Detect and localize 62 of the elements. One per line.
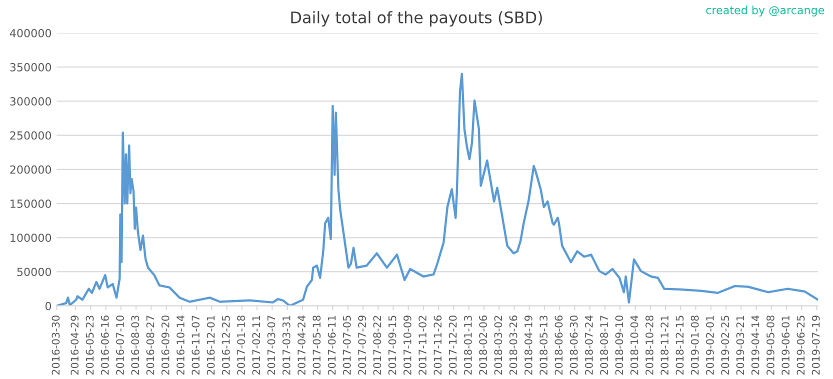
x-tick-label: 2016-08-03: [131, 316, 140, 375]
x-tick-label: 2017-11-26: [434, 316, 442, 375]
x-tick-label: 2017-09-15: [388, 316, 396, 375]
x-tick-label: 2017-07-29: [358, 316, 366, 375]
x-tick-label: 2019-02-25: [721, 316, 730, 375]
x-tick-label: 2018-10-04: [630, 315, 638, 375]
x-tick-label: 2017-07-05: [342, 316, 351, 375]
x-tick-label: 2018-01-13: [464, 316, 472, 375]
x-tick-label: 2017-04-24: [298, 315, 306, 375]
chart-title: Daily total of the payouts (SBD): [291, 11, 542, 27]
x-tick-label: 2016-07-10: [116, 316, 124, 375]
y-tick-label: 150000: [10, 200, 52, 208]
x-tick-label: 2019-06-25: [796, 316, 805, 375]
x-tick-label: 2016-09-20: [161, 316, 170, 375]
x-tick-label: 2019-06-01: [782, 316, 790, 375]
x-tick-label: 2017-08-22: [373, 316, 382, 375]
x-tick-label: 2016-12-25: [222, 316, 230, 375]
x-tick-label: 2018-11-21: [660, 316, 669, 375]
y-tick-label: 50000: [17, 268, 52, 276]
x-tick-label: 2017-12-20: [448, 316, 457, 375]
y-tick-label: 200000: [10, 165, 52, 174]
x-tick-label: 2016-10-14: [176, 315, 184, 375]
x-tick-label: 2017-10-09: [403, 316, 412, 375]
x-tick-label: 2017-06-11: [328, 316, 336, 375]
x-tick-label: 2017-01-18: [237, 316, 245, 375]
x-tick-label: 2018-02-06: [479, 316, 487, 375]
x-tick-label: 2019-07-19: [812, 316, 820, 375]
y-tick-label: 250000: [10, 131, 52, 140]
y-tick-label: 350000: [10, 63, 52, 72]
x-tick-label: 2018-10-28: [646, 316, 654, 375]
y-tick-label: 300000: [10, 97, 52, 106]
x-tick-label: 2016-11-07: [192, 316, 200, 375]
y-tick-label: 0: [45, 302, 52, 310]
x-tick-label: 2018-12-15: [676, 316, 684, 375]
x-tick-label: 2019-01-08: [690, 316, 699, 375]
x-tick-label: 2018-03-26: [509, 316, 518, 375]
y-tick-label: 100000: [10, 234, 52, 242]
x-tick-label: 2016-04-29: [70, 316, 79, 375]
x-tick-label: 2019-04-14: [751, 315, 760, 375]
x-tick-label: 2018-03-02: [494, 316, 502, 375]
x-tick-label: 2018-04-19: [524, 316, 532, 375]
x-tick-label: 2017-03-31: [282, 316, 290, 375]
x-tick-label: 2017-03-07: [267, 316, 276, 375]
x-tick-label: 2016-08-27: [146, 316, 154, 375]
x-tick-label: 2018-06-30: [570, 316, 578, 375]
x-tick-label: 2016-03-30: [52, 316, 60, 375]
text: created by @arcange: [706, 6, 824, 16]
x-tick-label: 2017-11-02: [418, 316, 426, 375]
x-tick-label: 2018-05-13: [540, 316, 548, 375]
x-tick-label: 2018-09-10: [615, 316, 624, 375]
x-tick-label: 2019-02-01: [706, 316, 714, 375]
x-tick-label: 2016-05-23: [86, 316, 94, 375]
y-tick-label: 400000: [10, 28, 52, 38]
x-tick-label: 2016-12-01: [206, 316, 215, 375]
x-tick-label: 2019-03-21: [736, 316, 744, 375]
x-tick-label: 2019-05-08: [766, 316, 774, 375]
x-tick-label: 2018-06-06: [554, 316, 563, 375]
x-tick-label: 2017-02-11: [252, 316, 260, 375]
x-tick-label: 2017-05-18: [312, 316, 321, 375]
x-tick-label: 2016-06-16: [100, 316, 109, 375]
x-tick-label: 2018-07-24: [584, 315, 593, 375]
x-tick-label: 2018-08-17: [600, 316, 608, 375]
